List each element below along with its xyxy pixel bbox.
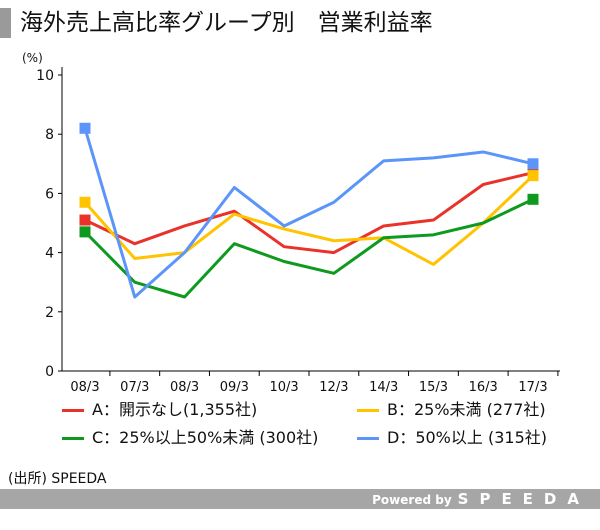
line-chart: (%) 0 2 4 6 8 10 08/3 07/3 08/3 09/3 10/3 12/3 14/3 15…	[22, 51, 560, 395]
legend-swatch	[357, 408, 379, 412]
legend-item-b: B：25%未満 (277社)	[357, 399, 546, 421]
brand-logo: SPEEDA	[457, 490, 590, 508]
footer-bar: Powered by SPEEDA	[0, 489, 600, 509]
legend-item-a: A：開示なし(1,355社)	[62, 399, 257, 421]
y-tick-label: 4	[45, 246, 54, 262]
legend-label: C：25%以上50%未満 (300社)	[92, 428, 319, 447]
legend-item-c: C：25%以上50%未満 (300社)	[62, 427, 318, 449]
legend-item-d: D：50%以上 (315社)	[357, 427, 547, 449]
x-tick-label: 08/3	[170, 380, 199, 395]
x-tick-label: 07/3	[120, 380, 149, 395]
powered-by-label: Powered by	[372, 493, 452, 507]
legend-swatch	[62, 408, 84, 412]
x-tick-label: 12/3	[319, 380, 348, 395]
x-tick-label: 08/3	[70, 380, 99, 395]
chart-title: 海外売上高比率グループ別 営業利益率	[20, 10, 433, 36]
data-marker	[79, 196, 91, 208]
data-marker	[527, 158, 539, 170]
x-tick-label: 15/3	[419, 380, 448, 395]
legend-label: B：25%未満 (277社)	[387, 400, 546, 419]
legend-label: D：50%以上 (315社)	[387, 428, 547, 447]
legend-swatch	[62, 436, 84, 440]
data-marker	[79, 226, 91, 238]
data-marker	[527, 170, 539, 182]
powered-by: Powered by SPEEDA	[372, 489, 590, 510]
x-tick-label: 10/3	[270, 380, 299, 395]
data-marker	[527, 193, 539, 205]
source-note: (出所) SPEEDA	[8, 471, 107, 487]
y-tick-label: 2	[45, 305, 54, 321]
y-tick-label: 10	[36, 68, 54, 84]
y-axis-label: (%)	[22, 51, 43, 65]
title-marker	[0, 8, 11, 38]
y-tick-label: 6	[45, 186, 54, 202]
series-line-a	[84, 171, 534, 255]
x-tick-label: 16/3	[469, 380, 498, 395]
series-line-c	[83, 197, 534, 299]
x-tick-label: 17/3	[518, 380, 547, 395]
legend-swatch	[357, 436, 379, 440]
data-marker	[79, 122, 91, 134]
series-line-b	[83, 174, 535, 266]
data-marker	[79, 214, 91, 226]
y-tick-label: 0	[45, 364, 54, 380]
x-tick-label: 14/3	[369, 380, 398, 395]
y-tick-label: 8	[45, 127, 54, 143]
series-line-d	[83, 127, 534, 299]
x-tick-label: 09/3	[220, 380, 249, 395]
legend-label: A：開示なし(1,355社)	[92, 400, 258, 419]
